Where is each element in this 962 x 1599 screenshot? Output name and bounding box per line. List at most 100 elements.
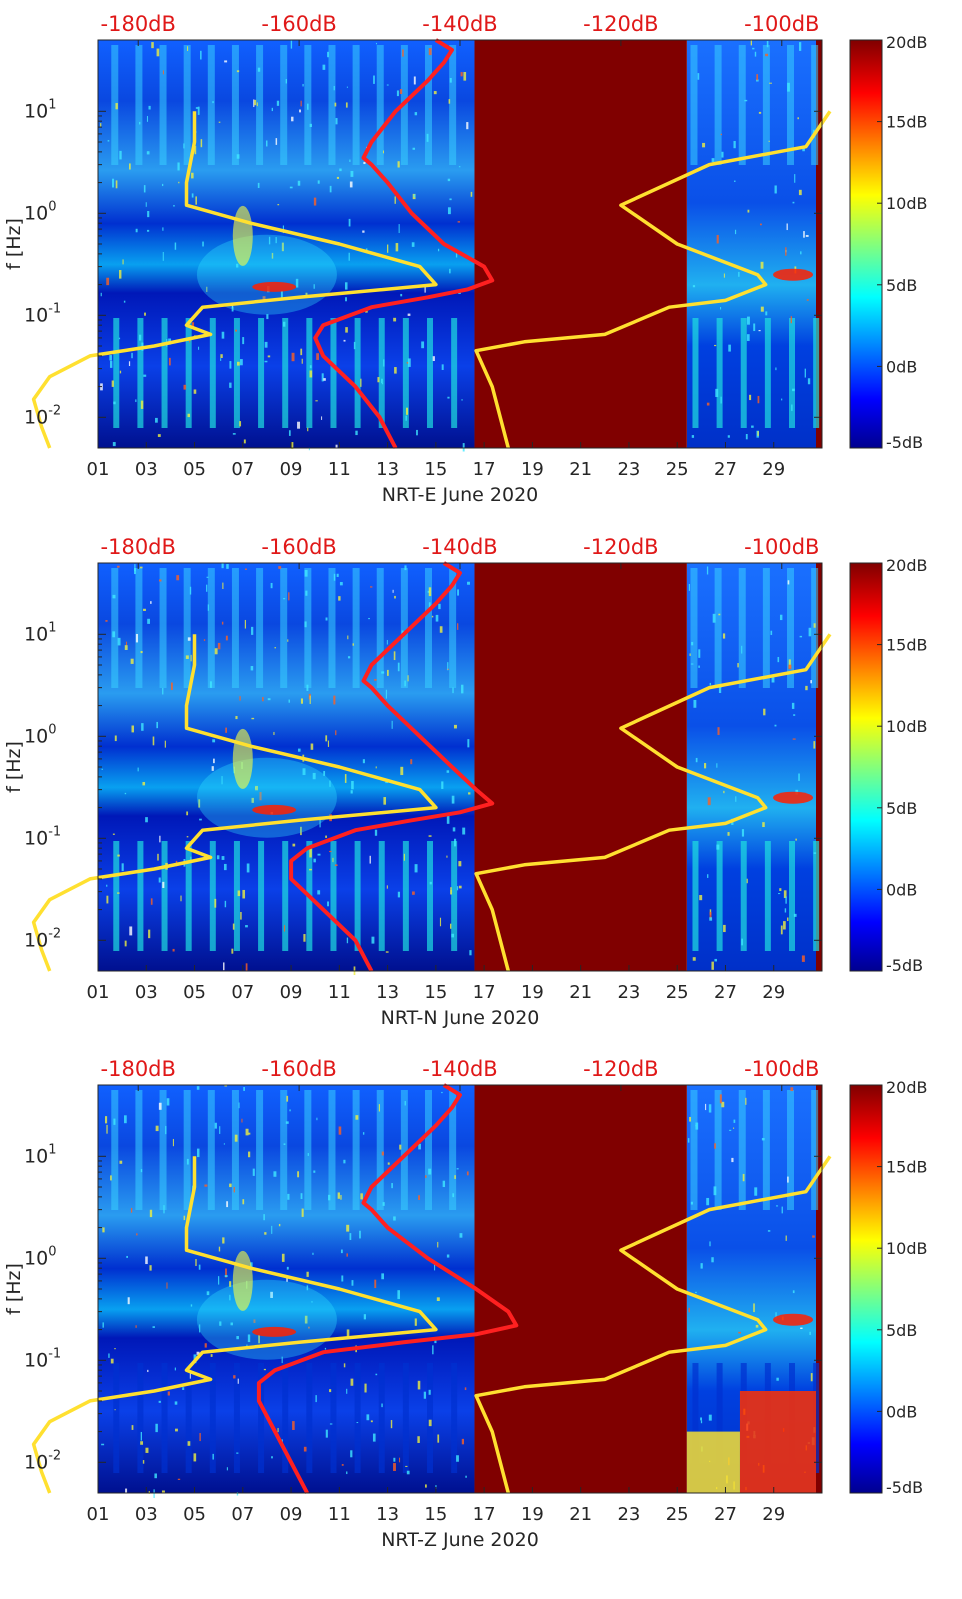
top-axis-tick-label: -160dB (261, 1057, 336, 1081)
x-tick-label: 05 (183, 982, 206, 1003)
colorbar-tick-label: 5dB (886, 276, 917, 295)
top-axis-tick-label: -180dB (101, 535, 176, 559)
curve-2 (474, 633, 832, 972)
lowfreq-saturation (739, 1391, 816, 1493)
top-axis-tick-label: -100dB (744, 1057, 819, 1081)
colorbar-tick-label: 15dB (886, 1158, 928, 1177)
spectrogram-right (686, 40, 816, 448)
x-tick-label: 03 (135, 459, 158, 480)
x-tick-label: 15 (424, 982, 447, 1003)
y-axis-label: f [Hz] (3, 1263, 25, 1315)
y-tick-label: 100 (24, 722, 56, 747)
x-tick-label: 09 (280, 1504, 303, 1525)
spectrogram-edge (816, 563, 822, 971)
colorbar-tick-label: 0dB (886, 1402, 917, 1421)
y-tick-label: 10-1 (24, 1346, 61, 1371)
panel-0: 01 03 05 07 09 11 13 15 17 19 21 23 25 27 29 NRT-E June… (3, 12, 928, 506)
spectrogram-right (686, 563, 816, 971)
spectrogram-texture (101, 563, 820, 976)
x-tick-label: 25 (666, 1504, 689, 1525)
y-tick-label: 10-2 (24, 926, 61, 951)
y-axis-label: f [Hz] (3, 218, 25, 270)
x-tick-label: 03 (135, 1504, 158, 1525)
x-tick-label: 23 (617, 459, 640, 480)
y-tick-label: 100 (24, 199, 56, 224)
x-tick-label: 23 (617, 982, 640, 1003)
top-axis-tick-label: -120dB (583, 535, 658, 559)
colorbar (849, 562, 883, 972)
colorbar-tick-label: 15dB (886, 636, 928, 655)
y-tick-label: 101 (24, 620, 56, 645)
top-axis-tick-label: -120dB (583, 1057, 658, 1081)
x-axis-label: NRT-E June 2020 (382, 484, 539, 506)
x-tick-label: 13 (376, 982, 399, 1003)
y-tick-label: 101 (24, 97, 56, 122)
x-tick-label: 21 (569, 459, 592, 480)
colorbar-tick-label: 20dB (886, 33, 928, 52)
x-tick-label: 17 (473, 1504, 496, 1525)
x-tick-label: 27 (714, 1504, 737, 1525)
panel-1: 01 03 05 07 09 11 13 15 17 19 21 23 25 27 29 NRT-N June… (3, 535, 928, 1029)
colorbar-tick-label: -5dB (886, 433, 923, 452)
curve-0 (256, 1083, 519, 1494)
colorbar-tick-label: 20dB (886, 1078, 928, 1097)
top-axis-tick-label: -180dB (101, 1057, 176, 1081)
x-axis-label: NRT-Z June 2020 (381, 1529, 539, 1551)
curve-1 (31, 111, 438, 449)
y-tick-label: 10-1 (24, 301, 61, 326)
y-tick-label: 101 (24, 1142, 56, 1167)
x-tick-label: 25 (666, 459, 689, 480)
x-tick-label: 01 (87, 459, 110, 480)
colorbar (849, 1084, 883, 1494)
colorbar-tick-label: -5dB (886, 1478, 923, 1497)
colorbar-tick-label: 15dB (886, 113, 928, 132)
colorbar-tick-label: 5dB (886, 1321, 917, 1340)
x-tick-label: 07 (231, 459, 254, 480)
spectrogram-texture (100, 40, 820, 452)
colorbar-tick-label: 20dB (886, 556, 928, 575)
x-tick-label: 15 (424, 459, 447, 480)
curve-0 (313, 38, 495, 449)
colorbar-tick-label: 10dB (886, 194, 928, 213)
x-tick-label: 29 (762, 459, 785, 480)
top-axis-tick-label: -160dB (261, 535, 336, 559)
x-tick-label: 01 (87, 1504, 110, 1525)
data-gap (474, 40, 687, 448)
x-tick-label: 25 (666, 982, 689, 1003)
x-tick-label: 21 (569, 1504, 592, 1525)
x-axis-label: NRT-N June 2020 (381, 1007, 540, 1029)
colorbar-tick-label: 10dB (886, 1239, 928, 1258)
curve-1 (31, 634, 438, 972)
y-tick-label: 10-2 (24, 403, 61, 428)
x-tick-label: 29 (762, 982, 785, 1003)
spectrogram-texture (101, 1085, 820, 1498)
x-tick-label: 07 (231, 1504, 254, 1525)
x-tick-label: 27 (714, 982, 737, 1003)
x-tick-label: 19 (521, 982, 544, 1003)
top-axis-tick-label: -180dB (101, 12, 176, 36)
x-tick-label: 11 (328, 1504, 351, 1525)
x-tick-label: 19 (521, 1504, 544, 1525)
x-tick-label: 11 (328, 982, 351, 1003)
spectrogram-edge (816, 1085, 822, 1493)
x-tick-label: 11 (328, 459, 351, 480)
curve-1 (31, 1156, 438, 1494)
x-tick-label: 09 (280, 459, 303, 480)
y-tick-label: 100 (24, 1244, 56, 1269)
data-gap (474, 1085, 687, 1493)
top-axis-tick-label: -140dB (422, 1057, 497, 1081)
x-tick-label: 09 (280, 982, 303, 1003)
curve-2 (474, 110, 832, 449)
curve-2 (474, 1155, 832, 1494)
colorbar-tick-label: 0dB (886, 880, 917, 899)
x-tick-label: 07 (231, 982, 254, 1003)
lowfreq-saturation-2 (686, 1431, 740, 1493)
panel-2: 01 03 05 07 09 11 13 15 17 19 21 23 25 27 29 NRT-Z June… (3, 1057, 928, 1551)
curve-0 (289, 561, 495, 972)
x-tick-label: 17 (473, 459, 496, 480)
top-axis-tick-label: -140dB (422, 535, 497, 559)
colorbar-tick-label: -5dB (886, 956, 923, 975)
y-axis-label: f [Hz] (3, 741, 25, 793)
y-tick-label: 10-1 (24, 824, 61, 849)
colorbar-tick-label: 10dB (886, 717, 928, 736)
